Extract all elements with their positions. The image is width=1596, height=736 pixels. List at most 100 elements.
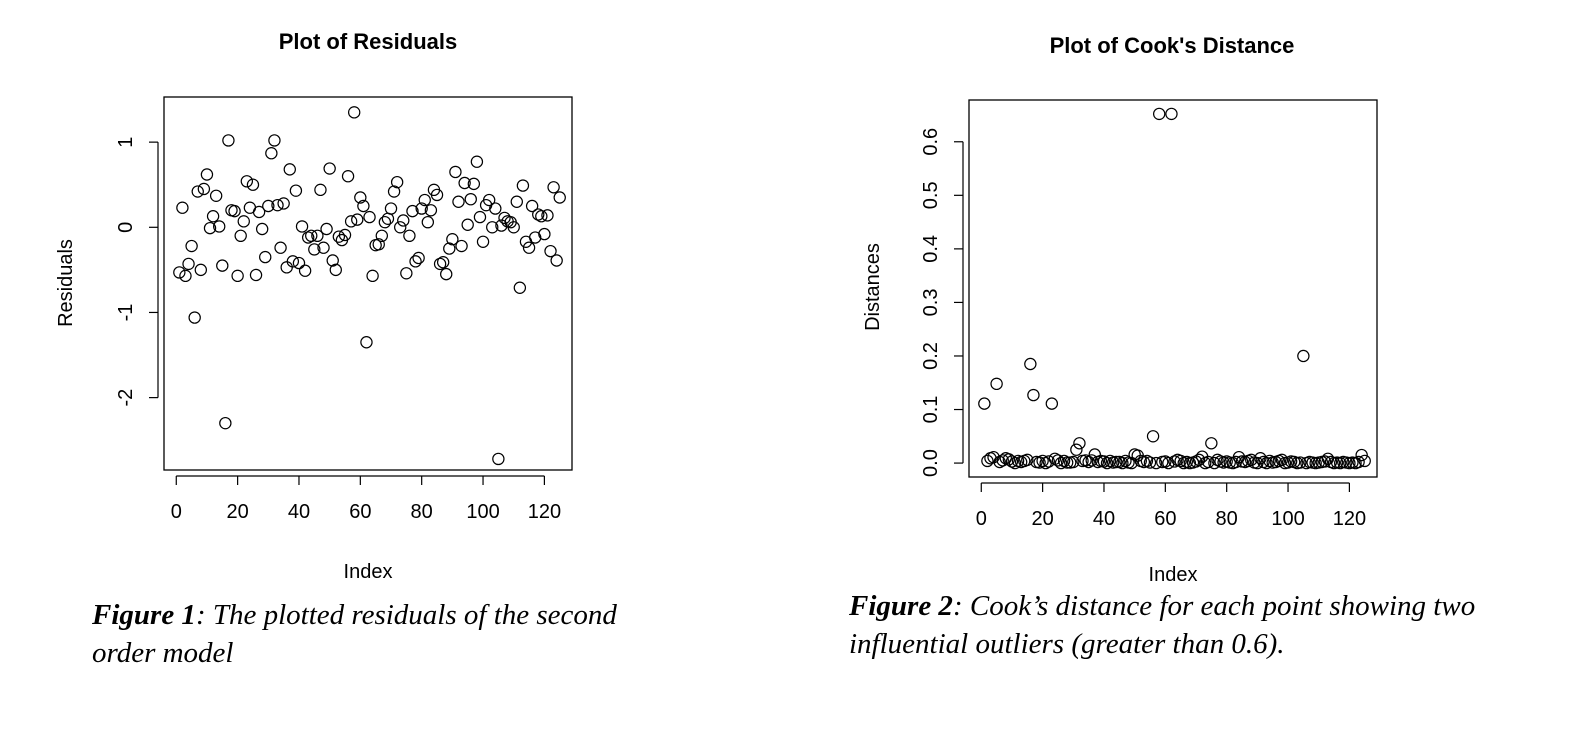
- data-point: [1143, 456, 1157, 469]
- data-point: [415, 202, 428, 215]
- data-point: [308, 243, 321, 256]
- y-tick-label: 0.3: [920, 289, 942, 317]
- data-point: [354, 191, 367, 204]
- data-point: [458, 176, 471, 190]
- data-point: [216, 259, 229, 272]
- data-point: [231, 269, 244, 283]
- x-tick-label: 20: [1031, 508, 1053, 530]
- data-point: [553, 191, 566, 204]
- data-point: [1275, 453, 1289, 467]
- data-point: [1110, 455, 1123, 469]
- data-point: [197, 182, 211, 196]
- data-point: [234, 229, 247, 243]
- data-point: [277, 197, 290, 210]
- y-tick-label: 0.1: [920, 396, 942, 424]
- data-point: [1245, 453, 1258, 467]
- data-point: [403, 229, 416, 243]
- data-point: [400, 267, 413, 280]
- data-point: [464, 192, 477, 206]
- plot-frame: [163, 96, 573, 471]
- data-point: [255, 222, 269, 236]
- data-point: [1174, 454, 1187, 468]
- y-tick-label: 0.4: [920, 235, 942, 263]
- data-point: [360, 336, 373, 349]
- data-point: [203, 221, 217, 235]
- data-point: [424, 204, 438, 217]
- figure-2-caption-label: Figure 2: [849, 590, 953, 622]
- y-tick-label: 0.6: [920, 128, 942, 156]
- data-point: [486, 221, 499, 234]
- data-point: [351, 213, 364, 226]
- data-point: [1051, 454, 1065, 467]
- data-point: [206, 210, 220, 223]
- data-point: [320, 222, 333, 236]
- data-point: [259, 250, 272, 264]
- data-point: [467, 177, 481, 191]
- data-point: [240, 175, 254, 188]
- data-point: [492, 452, 505, 466]
- data-point: [446, 233, 459, 246]
- data-point: [344, 215, 358, 228]
- data-point: [381, 212, 395, 225]
- data-point: [498, 211, 511, 225]
- data-point: [1125, 456, 1138, 470]
- data-point: [194, 263, 208, 277]
- data-point: [1152, 107, 1166, 121]
- x-tick-label: 80: [411, 501, 433, 523]
- data-point: [522, 241, 536, 254]
- data-point: [394, 221, 407, 234]
- data-point: [222, 134, 235, 147]
- data-point: [455, 239, 468, 253]
- data-point: [1036, 454, 1049, 468]
- data-point: [495, 219, 508, 232]
- data-point: [283, 163, 296, 176]
- data-point: [268, 134, 281, 147]
- x-tick-label: 60: [1154, 508, 1176, 530]
- data-point: [535, 210, 548, 223]
- data-point: [1355, 448, 1368, 462]
- data-point: [347, 106, 361, 119]
- data-point: [461, 218, 474, 231]
- data-point: [528, 231, 542, 244]
- data-point: [981, 454, 994, 468]
- data-point: [1162, 456, 1175, 470]
- data-point: [179, 269, 192, 283]
- y-axis-label: Distances: [862, 243, 884, 331]
- x-tick-label: 100: [1271, 508, 1304, 530]
- data-point: [384, 202, 398, 215]
- figure-cooks-distance: Plot of Cook's Distance 0 20 40 60 80 100 120 In…: [800, 0, 1596, 736]
- data-point: [314, 183, 327, 197]
- x-tick-label: 80: [1216, 508, 1238, 530]
- figure-residuals: Plot of Residuals 0 20 40 60 80 100 120 Index -2 -…: [55, 29, 617, 669]
- plot-frame: [968, 99, 1378, 478]
- data-point: [295, 220, 309, 233]
- x-tick-label: 0: [976, 508, 987, 530]
- data-point: [280, 261, 293, 274]
- data-point: [1165, 107, 1178, 121]
- data-point: [452, 195, 465, 208]
- data-point: [547, 181, 560, 194]
- data-point: [421, 215, 435, 229]
- y-tick-label: 0: [115, 222, 137, 233]
- y-axis-label: Residuals: [55, 239, 77, 327]
- data-point: [372, 238, 385, 251]
- data-point: [252, 205, 266, 219]
- figure-1-caption-label: Figure 1: [92, 599, 196, 631]
- data-point: [1297, 349, 1310, 363]
- data-point: [1045, 397, 1059, 410]
- x-tick-label: 60: [349, 501, 371, 523]
- data-point: [289, 184, 303, 197]
- data-point: [525, 199, 539, 213]
- data-point: [1352, 455, 1365, 469]
- cooks-distance-plot: Plot of Cook's Distance 0 20 40 60 80 100 120 In…: [862, 33, 1378, 586]
- x-axis-label: Index: [344, 561, 393, 583]
- data-point: [378, 215, 392, 229]
- y-tick-label: -2: [115, 389, 137, 407]
- data-point: [1021, 453, 1034, 467]
- data-point: [317, 241, 330, 254]
- data-point: [200, 168, 214, 181]
- data-point: [191, 185, 204, 198]
- x-tick-label: 120: [528, 501, 561, 523]
- data-point: [1070, 443, 1083, 456]
- data-point: [265, 147, 278, 160]
